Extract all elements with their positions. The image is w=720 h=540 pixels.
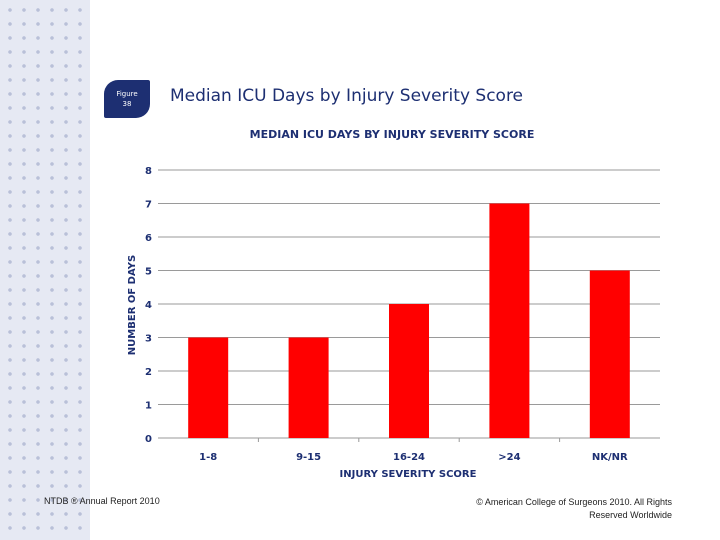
x-tick-label: NK/NR: [592, 452, 628, 463]
bar: [589, 270, 630, 438]
figure-badge: Figure 38: [104, 80, 150, 118]
y-tick-label: 3: [145, 334, 152, 345]
y-tick-label: 0: [145, 434, 152, 445]
bars: [188, 203, 630, 438]
y-tick-label: 8: [145, 166, 152, 177]
x-tick-label: >24: [498, 452, 520, 463]
y-axis-label: NUMBER OF DAYS: [127, 255, 138, 355]
y-tick-label: 1: [145, 401, 152, 412]
x-tick-label: 9-15: [296, 452, 321, 463]
bar: [288, 337, 329, 438]
chart-title: MEDIAN ICU DAYS BY INJURY SEVERITY SCORE: [250, 128, 535, 141]
y-tick-label: 6: [145, 233, 152, 244]
footer-copyright: © American College of Surgeons 2010. All…: [476, 497, 672, 520]
x-tick-label: 1-8: [199, 452, 217, 463]
x-axis-label: INJURY SEVERITY SCORE: [340, 469, 477, 480]
y-tick-label: 2: [145, 367, 152, 378]
slide-title: Median ICU Days by Injury Severity Score: [170, 86, 524, 106]
x-tick-label: 16-24: [393, 452, 425, 463]
bar: [489, 203, 530, 438]
figure-badge-label: Figure: [116, 90, 138, 98]
figure-badge-number: 38: [122, 100, 132, 108]
y-tick-label: 5: [145, 267, 152, 278]
y-tick-label: 4: [145, 300, 152, 311]
tick-labels: 0 1 2 3 4 5 6 7 8 1-8 9-15 16-24 >24 NK/NR: [145, 166, 628, 463]
chart-area: MEDIAN ICU DAYS BY INJURY SEVERITY SCORE…: [110, 120, 690, 490]
y-tick-label: 7: [145, 200, 152, 211]
decorative-dot-strip: [0, 0, 90, 540]
footer-source: NTDB ® Annual Report 2010: [44, 496, 160, 506]
bar: [389, 304, 429, 438]
bar: [188, 337, 229, 438]
bar-chart: MEDIAN ICU DAYS BY INJURY SEVERITY SCORE…: [127, 128, 660, 480]
